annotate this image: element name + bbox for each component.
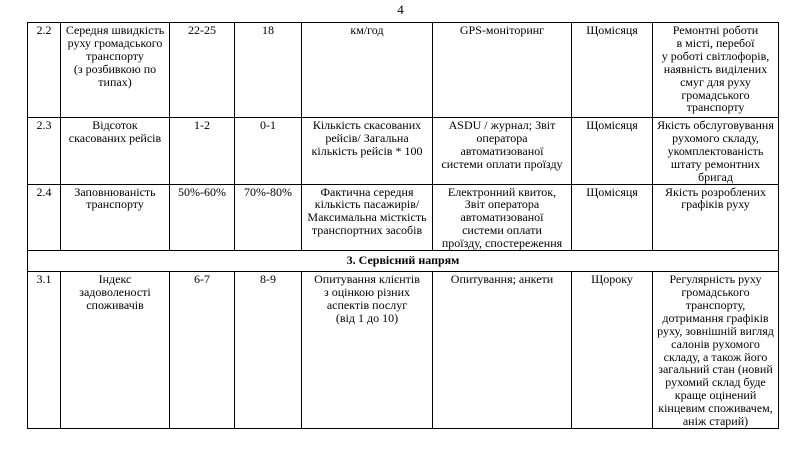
page-number: 4 (397, 2, 404, 17)
table-cell: км/год (301, 22, 433, 118)
table-cell: 50%-60% (169, 183, 235, 252)
table-cell: Щороку (571, 271, 653, 429)
section-header: 3. Сервісний напрям (27, 250, 779, 273)
table-cell: Ремонтні роботи в місті, перебої у робот… (652, 22, 779, 118)
table-cell: 18 (234, 22, 302, 118)
table-cell: Опитування; анкети (432, 271, 572, 429)
table-cell: Електронний квиток, Звіт оператора автом… (432, 183, 572, 252)
table-cell: 6-7 (169, 271, 235, 429)
table-cell: 2.2 (27, 22, 61, 118)
table-cell: 1-2 (169, 117, 235, 185)
table-cell: 8-9 (234, 271, 302, 429)
table-cell: Опитування клієнтів з оцінкою різних асп… (301, 271, 433, 429)
table-cell: Щомісяця (571, 22, 653, 118)
table-cell: Якість обслуговування рухомого складу, у… (652, 117, 779, 185)
table-cell: 2.3 (27, 117, 61, 185)
table-row: 2.3 Відсоток скасованих рейсів 1-2 0-1 К… (27, 117, 779, 185)
table-cell: 3.1 (27, 271, 61, 429)
table-cell: Середня швидкість руху громадського тран… (60, 22, 170, 118)
table-cell: Заповнюваність транспорту (60, 183, 170, 252)
table-cell: Щомісяця (571, 117, 653, 185)
table-cell: 70%-80% (234, 183, 302, 252)
table-row: 3.1 Індекс задоволеності споживачів 6-7 … (27, 271, 779, 429)
table-cell: Щомісяця (571, 183, 653, 252)
table-row: 2.4 Заповнюваність транспорту 50%-60% 70… (27, 183, 779, 252)
kpi-table: 2.2 Середня швидкість руху громадського … (27, 22, 779, 429)
table-cell: Регулярність руху громадського транспорт… (652, 271, 779, 429)
table-cell: Якість розроблених графіків руху (652, 183, 779, 252)
table-cell: Фактична середня кількість пасажирів/ Ма… (301, 183, 433, 252)
table-cell: 22-25 (169, 22, 235, 118)
table-cell: Кількість скасованих рейсів/ Загальна кі… (301, 117, 433, 185)
table-cell: 2.4 (27, 183, 61, 252)
table-cell: Індекс задоволеності споживачів (60, 271, 170, 429)
table-cell: GPS-моніторинг (432, 22, 572, 118)
table-cell: ASDU / журнал; Звіт оператора автоматизо… (432, 117, 572, 185)
table-row: 2.2 Середня швидкість руху громадського … (27, 22, 779, 118)
table-cell: Відсоток скасованих рейсів (60, 117, 170, 185)
section-header-row: 3. Сервісний напрям (27, 250, 779, 273)
table-cell: 0-1 (234, 117, 302, 185)
